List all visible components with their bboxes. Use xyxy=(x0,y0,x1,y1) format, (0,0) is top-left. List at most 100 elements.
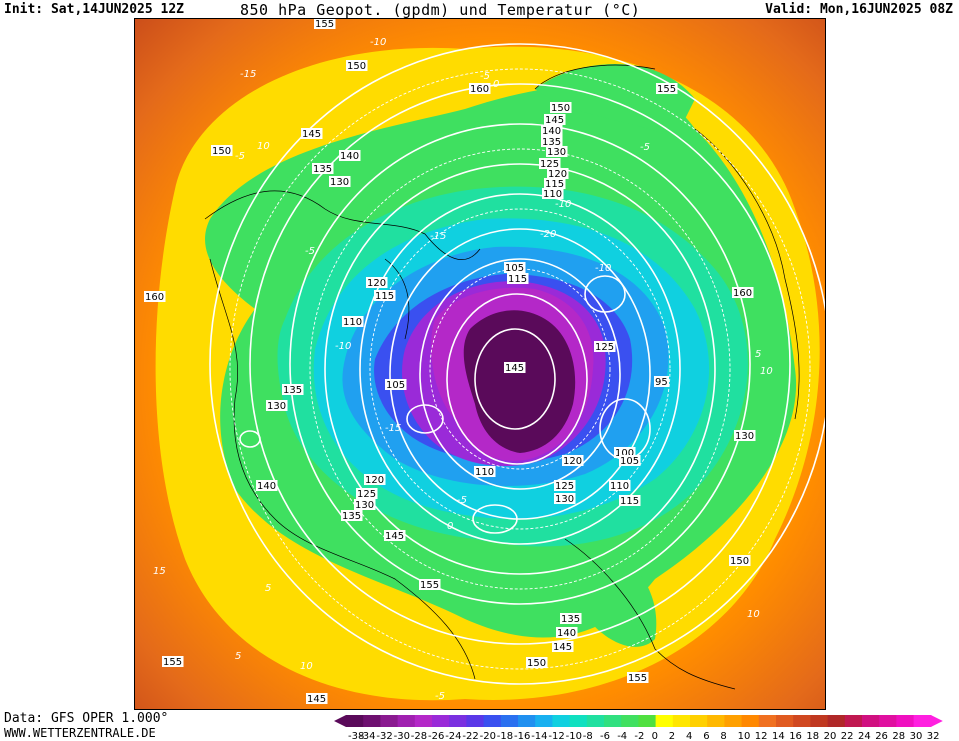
temp-zone-core xyxy=(463,310,576,453)
legend-tick-label: 12 xyxy=(755,731,768,741)
legend-swatch xyxy=(346,715,364,727)
height-label: 115 xyxy=(508,274,527,285)
legend-tick-label: -30 xyxy=(394,731,410,741)
legend-tick-label: -34 xyxy=(359,731,375,741)
data-source: Data: GFS OPER 1.000° xyxy=(4,711,169,726)
height-label: 150 xyxy=(527,658,546,669)
height-label-bg xyxy=(341,510,363,521)
height-label-bg xyxy=(550,102,572,113)
legend-swatch xyxy=(741,715,760,727)
height-label: 95 xyxy=(655,377,668,388)
height-label: 120 xyxy=(367,278,386,289)
height-label: 160 xyxy=(470,84,489,95)
chart-title: 850 hPa Geopot. (gpdm) und Temperatur (°… xyxy=(240,1,641,19)
height-label: 145 xyxy=(385,531,404,542)
temperature-label: -10 xyxy=(370,37,386,48)
legend-swatch xyxy=(466,715,485,727)
height-label: 135 xyxy=(313,164,332,175)
legend-swatch xyxy=(707,715,725,727)
height-label: 125 xyxy=(540,159,559,170)
legend-tick-label: 8 xyxy=(720,731,726,741)
height-label-bg xyxy=(385,379,407,390)
height-label-bg xyxy=(162,656,184,667)
legend-arrow-right xyxy=(930,715,943,727)
height-label-bg xyxy=(301,128,323,139)
legend-swatch xyxy=(638,715,657,727)
height-label-bg xyxy=(374,290,396,301)
height-label: 110 xyxy=(610,481,629,492)
height-label: 140 xyxy=(557,628,576,639)
height-label: 125 xyxy=(595,342,614,353)
height-label: 130 xyxy=(355,500,374,511)
website-url: WWW.WETTERZENTRALE.DE xyxy=(4,726,156,740)
legend-tick-label: -26 xyxy=(428,731,444,741)
height-label-bg xyxy=(306,693,328,704)
height-label-bg xyxy=(546,146,568,157)
height-label: 120 xyxy=(365,475,384,486)
legend-swatch xyxy=(380,715,399,727)
legend-tick-label: -20 xyxy=(480,731,496,741)
height-label-bg xyxy=(562,455,584,466)
legend-tick-label: 18 xyxy=(806,731,819,741)
height-label: 150 xyxy=(347,61,366,72)
height-label-bg xyxy=(339,150,361,161)
temperature-label: -5 xyxy=(480,71,490,82)
height-label-bg xyxy=(627,672,649,683)
height-label-bg xyxy=(507,273,529,284)
legend-swatch xyxy=(535,715,553,727)
temperature-label: -15 xyxy=(430,231,446,242)
color-legend: -38-34 -32 -30 -28 -26 -24 -22 -20 -18 -16 -14 -12-… xyxy=(334,715,943,741)
height-label: 145 xyxy=(545,115,564,126)
legend-swatch xyxy=(432,715,450,727)
legend-tick-label: -38 xyxy=(348,731,364,741)
temperature-label: -10 xyxy=(595,263,611,274)
legend-tick-label: -2 xyxy=(634,731,644,741)
height-label: 140 xyxy=(257,481,276,492)
height-label-bg xyxy=(554,493,576,504)
temperature-label: -5 xyxy=(435,691,445,702)
height-label-bg xyxy=(542,188,564,199)
height-label-bg xyxy=(474,466,496,477)
temperature-label: 10 xyxy=(760,366,773,377)
height-label: 155 xyxy=(315,19,334,30)
height-label: 145 xyxy=(505,363,524,374)
legend-tick-label: -6 xyxy=(600,731,610,741)
height-label-bg xyxy=(656,83,678,94)
height-label-bg xyxy=(504,262,526,273)
height-label-bg xyxy=(619,455,641,466)
legend-swatch xyxy=(690,715,708,727)
height-label: 145 xyxy=(307,694,326,705)
temperature-label: 0 xyxy=(447,521,453,532)
height-label: 110 xyxy=(543,189,562,200)
height-label: 160 xyxy=(145,292,164,303)
height-label-bg xyxy=(342,316,364,327)
height-label: 115 xyxy=(545,179,564,190)
height-label: 140 xyxy=(340,151,359,162)
height-label-bg xyxy=(554,480,576,491)
height-label-bg xyxy=(526,657,548,668)
temperature-label: -5 xyxy=(457,495,467,506)
legend-tick-label: -12 xyxy=(548,731,564,741)
height-label-bg xyxy=(144,291,166,302)
height-label: 135 xyxy=(542,137,561,148)
height-label: 130 xyxy=(555,494,574,505)
height-label: 105 xyxy=(386,380,405,391)
height-label-bg xyxy=(504,362,526,373)
height-label: 115 xyxy=(620,496,639,507)
legend-tick-label: 20 xyxy=(824,731,837,741)
legend-tick-label: 6 xyxy=(703,731,709,741)
height-label-bg xyxy=(419,579,441,590)
height-label-bg xyxy=(266,400,288,411)
legend-swatch xyxy=(862,715,880,727)
legend-swatch xyxy=(672,715,691,727)
legend-swatch xyxy=(655,715,674,727)
legend-swatch xyxy=(844,715,863,727)
legend-tick-label: -18 xyxy=(497,731,513,741)
legend-swatch xyxy=(552,715,571,727)
legend-swatch xyxy=(518,715,536,727)
legend-swatch xyxy=(604,715,622,727)
legend-swatch xyxy=(414,715,433,727)
legend-tick-label: -24 xyxy=(445,731,461,741)
